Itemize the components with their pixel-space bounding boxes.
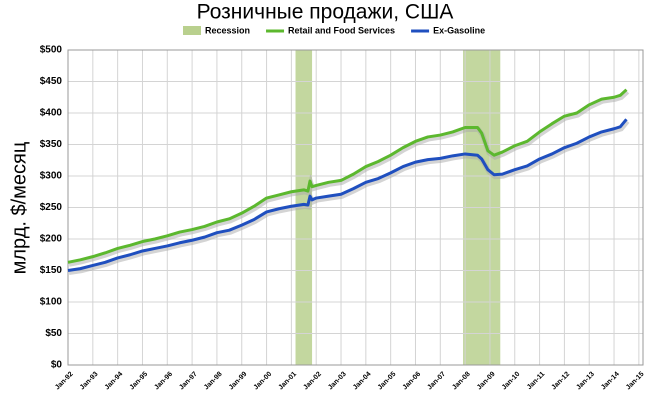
x-tick-label: Jan-02 bbox=[302, 371, 323, 392]
y-axis-label: млрд. $/месяц bbox=[8, 142, 30, 275]
x-tick-label: Jan-06 bbox=[402, 371, 423, 392]
x-tick-label: Jan-07 bbox=[426, 371, 447, 392]
line-shadow bbox=[68, 89, 630, 267]
x-tick-label: Jan-99 bbox=[228, 371, 249, 392]
plot-frame bbox=[67, 49, 644, 366]
x-tick-label: Jan-11 bbox=[526, 371, 546, 391]
x-tick-label: Jan-13 bbox=[575, 371, 596, 392]
y-tick-label: $300 bbox=[40, 171, 63, 182]
legend-label: Ex-Gasoline bbox=[433, 25, 485, 35]
series-line bbox=[67, 118, 628, 272]
x-tick-label: Jan-04 bbox=[352, 371, 373, 392]
x-tick-label: Jan-14 bbox=[600, 371, 621, 392]
line-shadow bbox=[68, 119, 630, 275]
y-tick-label: $100 bbox=[40, 297, 63, 308]
x-tick-label: Jan-08 bbox=[451, 371, 472, 392]
x-tick-label: Jan-03 bbox=[327, 371, 348, 392]
y-tick-label: $500 bbox=[40, 45, 63, 56]
x-tick-label: Jan-15 bbox=[625, 371, 646, 392]
legend-swatch bbox=[183, 26, 201, 35]
y-tick-label: $250 bbox=[40, 202, 63, 213]
x-tick-label: Jan-98 bbox=[203, 371, 224, 392]
x-tick-label: Jan-96 bbox=[153, 371, 174, 392]
x-tick-label: Jan-92 bbox=[54, 371, 75, 392]
x-tick-label: Jan-12 bbox=[550, 371, 571, 392]
y-tick-label: $50 bbox=[45, 328, 62, 339]
chart-title: Розничные продажи, США bbox=[197, 1, 454, 24]
x-tick-label: Jan-94 bbox=[104, 371, 125, 392]
legend-label: Recession bbox=[205, 25, 250, 35]
y-tick-label: $150 bbox=[40, 265, 63, 276]
legend-label: Retail and Food Services bbox=[288, 25, 395, 35]
y-tick-label: $200 bbox=[40, 234, 63, 245]
x-tick-label: Jan-93 bbox=[79, 371, 100, 392]
x-tick-label: Jan-10 bbox=[501, 371, 522, 392]
y-tick-label: $0 bbox=[51, 360, 63, 371]
y-tick-label: $450 bbox=[40, 76, 63, 87]
x-tick-label: Jan-05 bbox=[377, 371, 398, 392]
x-tick-label: Jan-97 bbox=[178, 371, 199, 392]
x-tick-label: Jan-01 bbox=[277, 371, 298, 392]
x-tick-label: Jan-95 bbox=[129, 371, 150, 392]
x-tick-label: Jan-00 bbox=[253, 371, 274, 392]
y-tick-label: $400 bbox=[40, 108, 63, 119]
series-line bbox=[67, 88, 628, 264]
y-tick-label: $350 bbox=[40, 139, 63, 150]
x-tick-label: Jan-09 bbox=[476, 371, 497, 392]
